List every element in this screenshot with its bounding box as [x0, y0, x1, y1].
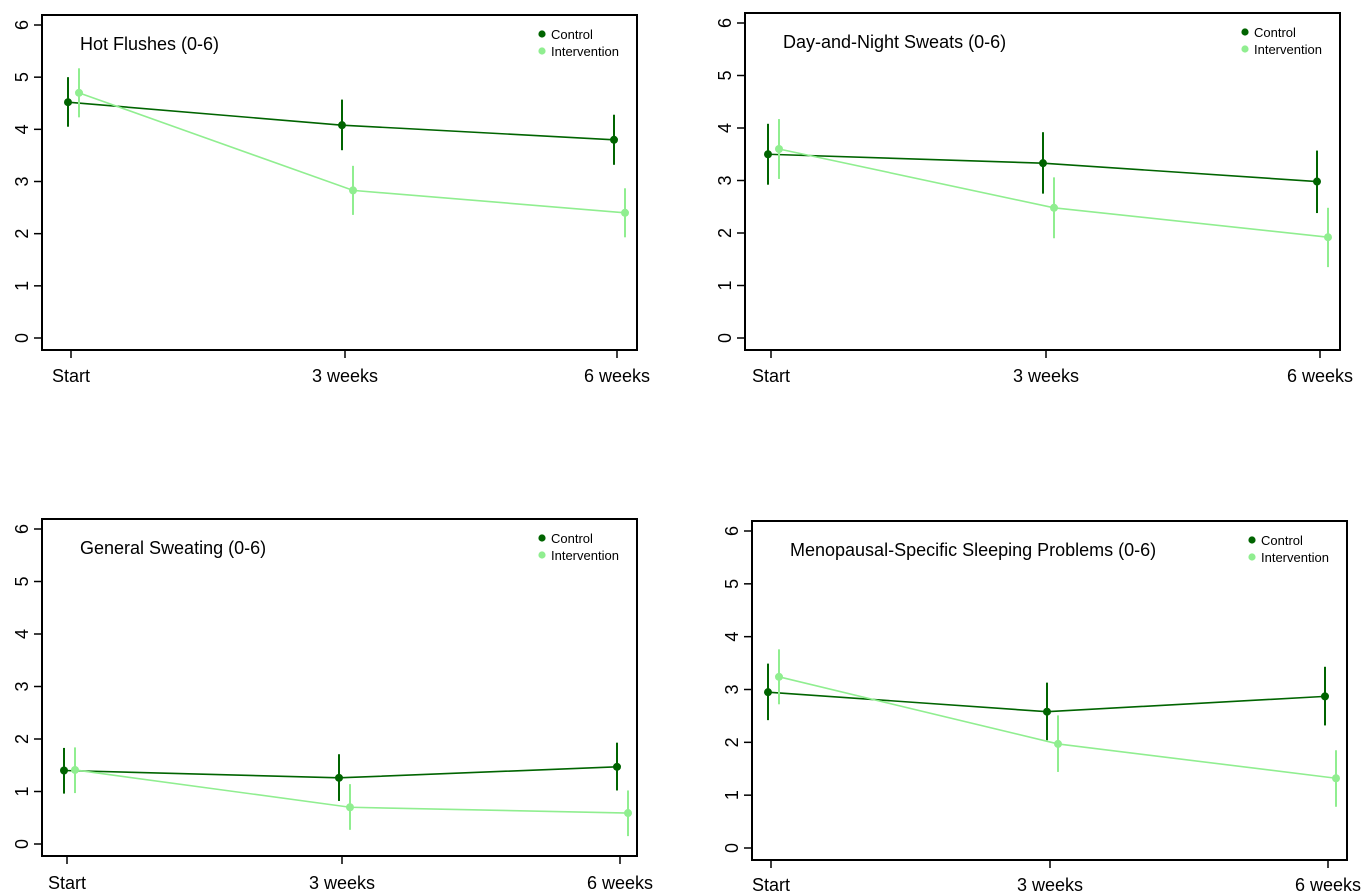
data-point-control — [60, 766, 68, 775]
y-tick-label: 5 — [722, 579, 742, 589]
legend-marker-intervention — [538, 551, 546, 559]
legend-label: Intervention — [551, 548, 619, 563]
data-point-intervention — [621, 208, 629, 217]
y-tick-label: 1 — [12, 281, 32, 291]
y-tick-label: 2 — [12, 229, 32, 239]
data-point-control — [1039, 159, 1047, 168]
data-point-control — [610, 135, 618, 144]
data-point-control — [1321, 692, 1329, 701]
legend-label: Control — [551, 27, 593, 42]
x-tick-label: 3 weeks — [312, 366, 378, 386]
data-point-intervention — [1324, 233, 1332, 242]
y-tick-label: 5 — [12, 576, 32, 586]
data-point-control — [1043, 707, 1051, 716]
legend-marker-intervention — [538, 47, 546, 55]
x-tick-label: 6 weeks — [584, 366, 650, 386]
x-tick-label: Start — [752, 366, 790, 386]
data-point-control — [764, 150, 772, 159]
x-tick-label: 3 weeks — [1013, 366, 1079, 386]
chart-title: Menopausal-Specific Sleeping Problems (0… — [790, 540, 1156, 560]
chart-title: Day-and-Night Sweats (0-6) — [783, 32, 1006, 52]
y-tick-label: 2 — [12, 734, 32, 744]
data-point-intervention — [346, 803, 354, 812]
legend-marker-intervention — [1248, 553, 1256, 561]
data-point-intervention — [75, 88, 83, 97]
legend-marker-intervention — [1241, 45, 1249, 53]
data-point-intervention — [775, 672, 783, 681]
legend-label: Intervention — [1261, 550, 1329, 565]
legend-label: Control — [1261, 533, 1303, 548]
y-tick-label: 6 — [722, 526, 742, 536]
x-tick-label: 6 weeks — [1295, 875, 1361, 894]
y-tick-label: 4 — [715, 123, 735, 133]
legend-label: Control — [551, 531, 593, 546]
y-tick-label: 5 — [12, 72, 32, 82]
legend-label: Intervention — [551, 44, 619, 59]
x-tick-label: Start — [52, 366, 90, 386]
data-point-control — [1313, 177, 1321, 186]
data-point-intervention — [1054, 739, 1062, 748]
x-tick-label: Start — [752, 875, 790, 894]
legend-label: Control — [1254, 25, 1296, 40]
y-tick-label: 1 — [722, 790, 742, 800]
x-tick-label: 6 weeks — [587, 873, 653, 893]
y-tick-label: 6 — [715, 18, 735, 28]
data-point-intervention — [71, 765, 79, 774]
x-tick-label: Start — [48, 873, 86, 893]
y-tick-label: 1 — [715, 280, 735, 290]
x-tick-label: 3 weeks — [309, 873, 375, 893]
data-point-intervention — [775, 145, 783, 153]
x-tick-label: 3 weeks — [1017, 875, 1083, 894]
data-point-intervention — [1332, 774, 1340, 783]
data-point-intervention — [349, 186, 357, 195]
plot-frame — [751, 520, 1348, 861]
y-tick-label: 6 — [12, 524, 32, 534]
y-tick-label: 4 — [12, 629, 32, 639]
legend-marker-control — [538, 534, 546, 542]
legend-label: Intervention — [1254, 42, 1322, 57]
chart-title: General Sweating (0-6) — [80, 538, 266, 558]
data-point-control — [764, 688, 772, 697]
data-point-intervention — [624, 809, 632, 818]
plot-frame — [41, 518, 638, 857]
y-tick-label: 3 — [12, 681, 32, 691]
data-point-control — [613, 762, 621, 771]
y-tick-label: 0 — [715, 333, 735, 343]
y-tick-label: 3 — [722, 684, 742, 694]
legend-marker-control — [1248, 536, 1256, 544]
y-tick-label: 3 — [715, 175, 735, 185]
y-tick-label: 0 — [12, 333, 32, 343]
y-tick-label: 6 — [12, 20, 32, 30]
x-tick-label: 6 weeks — [1287, 366, 1353, 386]
y-tick-label: 5 — [715, 70, 735, 80]
data-point-control — [335, 773, 343, 782]
y-tick-label: 2 — [715, 228, 735, 238]
plot-frame — [744, 12, 1341, 351]
data-point-intervention — [1050, 203, 1058, 212]
data-point-control — [64, 98, 72, 107]
y-tick-label: 4 — [722, 632, 742, 642]
y-tick-label: 4 — [12, 124, 32, 134]
data-point-control — [338, 121, 346, 130]
y-tick-label: 0 — [12, 839, 32, 849]
y-tick-label: 3 — [12, 176, 32, 186]
y-tick-label: 1 — [12, 786, 32, 796]
legend-marker-control — [538, 30, 546, 38]
y-tick-label: 0 — [722, 843, 742, 853]
legend-marker-control — [1241, 28, 1249, 36]
y-tick-label: 2 — [722, 737, 742, 747]
plot-frame — [41, 14, 638, 351]
chart-title: Hot Flushes (0-6) — [80, 34, 219, 54]
